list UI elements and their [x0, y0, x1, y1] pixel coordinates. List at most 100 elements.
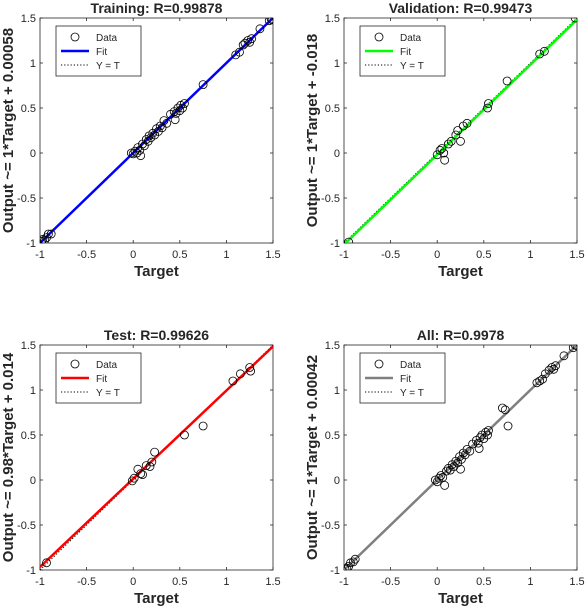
legend-data-marker — [374, 359, 384, 369]
plot-panel: -1 -0.5 0 0.5 1 1.5 -1 -0.5 0 0.5 1 1.5 All: R=0.997… — [304, 327, 585, 607]
x-tick-label: -1 — [35, 249, 45, 261]
x-tick-label: 1 — [223, 249, 229, 261]
y-tick-label: 0 — [334, 475, 340, 487]
data-point — [451, 130, 461, 140]
y-axis-label: Output ~= 1*Target + -0.018 — [304, 34, 321, 228]
y-tick-label: -1 — [330, 565, 340, 577]
data-point — [235, 369, 245, 379]
data-point — [138, 470, 147, 480]
y-tick-label: -1 — [330, 238, 340, 250]
data-point — [498, 403, 507, 413]
x-tick-label: 0.5 — [476, 249, 491, 261]
data-point — [462, 444, 472, 454]
plot-title: Validation: R=0.99473 — [389, 0, 533, 16]
x-tick-label: 1 — [223, 576, 229, 588]
x-tick-label: 1.5 — [569, 576, 584, 588]
data-point — [432, 150, 442, 160]
plot-area — [40, 345, 273, 570]
data-point — [170, 115, 180, 125]
data-point — [198, 421, 208, 431]
y-tick-label: 1 — [334, 58, 340, 70]
data-point — [266, 18, 273, 24]
data-point — [267, 18, 273, 25]
legend-data-marker — [374, 32, 384, 42]
y-axis-label: Output ~= 1*Target + 0.00058 — [0, 28, 17, 233]
data-point — [570, 18, 577, 23]
fit-line — [40, 18, 273, 243]
data-point — [255, 24, 265, 34]
data-point — [483, 430, 492, 440]
x-tick-label: -0.5 — [381, 576, 400, 588]
data-point — [264, 18, 273, 26]
x-tick-label: -0.5 — [77, 249, 96, 261]
y-tick-label: 1 — [30, 385, 36, 397]
data-point — [43, 229, 53, 239]
plot-panel: -1 -0.5 0 0.5 1 1.5 -1 -0.5 0 0.5 1 1.5 Training: R=… — [0, 0, 281, 280]
y-tick-label: 0.5 — [21, 430, 36, 442]
data-point — [484, 99, 493, 108]
data-point — [439, 148, 449, 158]
x-tick-label: 0.5 — [172, 576, 187, 588]
data-point — [570, 345, 577, 350]
data-point — [46, 229, 56, 239]
data-point — [481, 427, 491, 437]
x-tick-label: -0.5 — [381, 249, 400, 261]
y-tick-label: 1 — [334, 385, 340, 397]
data-point — [551, 361, 560, 371]
data-point — [483, 103, 492, 113]
legend-entry: Data — [96, 33, 118, 44]
data-point — [175, 106, 185, 116]
data-point — [135, 145, 145, 155]
y-tick-label: 1.5 — [21, 13, 36, 25]
data-point — [348, 557, 358, 567]
x-tick-label: -1 — [339, 576, 349, 588]
y-tick-label: -0.5 — [17, 193, 36, 205]
y-tick-label: 0.5 — [325, 430, 340, 442]
data-point — [150, 447, 160, 457]
data-point — [462, 118, 472, 128]
y-tick-label: 0 — [30, 148, 36, 160]
x-tick-label: 1 — [527, 249, 533, 261]
data-point — [456, 136, 465, 146]
legend-entry: Fit — [400, 374, 411, 385]
data-point — [198, 80, 208, 89]
legend-data-marker — [70, 32, 80, 42]
plot-panel: -1 -0.5 0 0.5 1 1.5 -1 -0.5 0 0.5 1 1.5 Validation: … — [304, 0, 585, 280]
data-point — [162, 118, 172, 128]
data-point — [147, 457, 157, 467]
x-axis-label: Target — [134, 590, 179, 607]
data-point — [240, 38, 250, 48]
data-point — [484, 426, 493, 435]
legend-data-marker — [70, 359, 80, 369]
data-point — [544, 365, 554, 375]
data-point — [238, 40, 248, 50]
data-point — [42, 558, 51, 568]
legend: Data Fit Y = T — [55, 352, 142, 404]
data-point — [228, 376, 238, 386]
plot-area — [344, 18, 577, 243]
data-point — [145, 462, 155, 471]
data-point — [568, 345, 577, 353]
data-point — [180, 99, 189, 108]
data-point — [500, 405, 510, 415]
legend-entry: Y = T — [96, 388, 120, 399]
x-axis-label: Target — [438, 590, 483, 607]
plot-area — [40, 18, 273, 243]
data-point — [446, 136, 456, 146]
legend-entry: Data — [400, 360, 422, 371]
y-tick-label: -0.5 — [321, 520, 340, 532]
legend-entry: Y = T — [400, 388, 424, 399]
y-tick-label: 1 — [30, 58, 36, 70]
y-tick-label: 1.5 — [325, 340, 340, 352]
data-point — [535, 49, 545, 59]
data-point — [473, 438, 483, 448]
data-point — [129, 473, 139, 483]
x-tick-label: 0 — [130, 249, 136, 261]
data-point — [350, 554, 360, 564]
x-tick-label: 0 — [434, 249, 440, 261]
y-axis-label: Output ~= 0.98*Target + 0.014 — [0, 352, 17, 562]
data-point — [173, 103, 183, 113]
y-tick-label: 0.5 — [325, 103, 340, 115]
data-point — [157, 123, 167, 133]
y-tick-label: -1 — [26, 238, 36, 250]
